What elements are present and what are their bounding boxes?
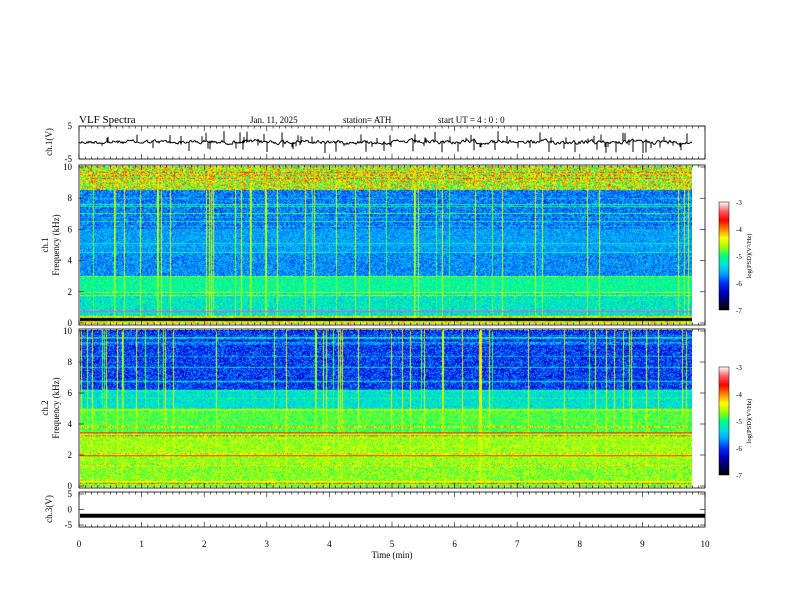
- x-tick-label: 5: [390, 539, 395, 549]
- ch1-colorbar-tick-label: -4: [736, 226, 742, 234]
- ch1-spectrogram-y-tick-label: 10: [63, 162, 73, 172]
- ch1-waveform-ylabel: ch.1(V): [44, 128, 54, 156]
- ch3-waveform-ylabel: ch.3(V): [44, 495, 54, 523]
- ch1-waveform-y-tick-label: -5: [65, 154, 73, 164]
- x-tick-label: 10: [701, 539, 711, 549]
- ch2-spectrogram-y-tick-label: 2: [68, 450, 73, 460]
- x-axis-label: Time (min): [372, 550, 413, 560]
- x-tick-label: 4: [327, 539, 332, 549]
- ch3-waveform-y-tick-label: 0: [68, 505, 73, 515]
- ch1-colorbar-tick-label: -3: [736, 199, 742, 207]
- ch2-colorbar-tick-label: -7: [736, 472, 742, 480]
- x-tick-label: 8: [578, 539, 583, 549]
- ch2-spectrogram-y-tick-label: 4: [68, 419, 73, 429]
- x-tick-label: 1: [139, 539, 144, 549]
- ch2-colorbar-tick-label: -5: [736, 418, 742, 426]
- ch1-spectrogram-ylabel-channel: ch.1: [40, 237, 50, 252]
- ch2-spectrogram-y-tick-label: 8: [68, 357, 73, 367]
- ch1-colorbar-tick-label: -6: [736, 280, 742, 288]
- ch1-colorbar: [718, 201, 730, 311]
- ch1-colorbar-label: log(PSD)(V²/Hz): [746, 234, 753, 279]
- ch1-colorbar-tick-label: -5: [736, 253, 742, 261]
- ch1-waveform-trace: [78, 131, 693, 153]
- x-tick-label: 6: [452, 539, 457, 549]
- ch1-spectrogram-y-tick-label: 8: [68, 193, 73, 203]
- ch3-waveform-y-tick-label: 5: [68, 489, 73, 499]
- ch1-spectrogram-ylabel-frequency: Frequency (kHz): [51, 214, 61, 275]
- ch2-spectrogram-y-tick-label: 6: [68, 388, 73, 398]
- ch2-colorbar-tick-label: -4: [736, 391, 742, 399]
- ch3-waveform-y-tick-label: -5: [65, 520, 73, 530]
- ch2-spectrogram-ylabel-frequency: Frequency (kHz): [51, 377, 61, 438]
- x-tick-label: 2: [202, 539, 207, 549]
- ch2-colorbar-tick-label: -6: [736, 445, 742, 453]
- figure-title: VLF Spectra: [79, 114, 136, 126]
- x-tick-label: 3: [265, 539, 270, 549]
- ch1-spectrogram-image: [80, 166, 692, 324]
- axis-ticks-group: 0 1 2 3 4 5 6 7 8 9 105-50246810024681050-5-3-4-5-…: [63, 121, 742, 549]
- ch3-waveform-frame: [78, 491, 706, 528]
- ch1-spectrogram-y-tick-label: 6: [68, 224, 73, 234]
- date-label: Jan. 11, 2025: [250, 115, 298, 125]
- ch1-spectrogram-y-tick-label: 2: [68, 287, 73, 297]
- start-time-label: start UT = 4 : 0 : 0: [438, 115, 505, 125]
- ch1-spectrogram-y-tick-label: 4: [68, 256, 73, 266]
- ch2-spectrogram-ylabel-channel: ch.2: [40, 400, 50, 415]
- ch2-spectrogram-y-tick-label: 0: [68, 481, 73, 491]
- ch1-colorbar-tick-label: -7: [736, 307, 742, 315]
- ch2-spectrogram-y-tick-label: 10: [63, 326, 73, 336]
- ch2-colorbar-label: log(PSD)(V²/Hz): [746, 399, 753, 444]
- station-label: station= ATH: [343, 115, 392, 125]
- ch2-colorbar-tick-label: -3: [736, 364, 742, 372]
- ch2-spectrogram-image: [80, 330, 692, 487]
- x-tick-label: 0: [77, 539, 82, 549]
- ch1-waveform-y-tick-label: 5: [68, 121, 73, 131]
- x-tick-label: 9: [640, 539, 645, 549]
- ch2-colorbar: [718, 366, 730, 476]
- x-tick-label: 7: [515, 539, 520, 549]
- ch1-spectrogram-y-tick-label: 0: [68, 318, 73, 328]
